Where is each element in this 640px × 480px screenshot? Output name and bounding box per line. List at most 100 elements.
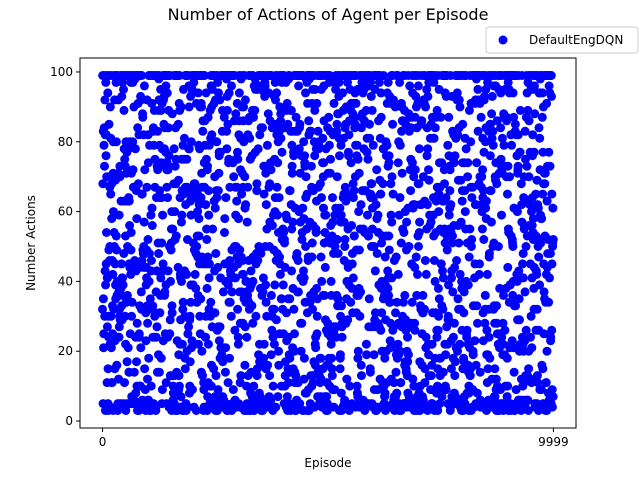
data-point [395, 77, 405, 87]
data-point [384, 290, 394, 300]
data-point [237, 189, 247, 199]
data-point [275, 252, 284, 262]
data-point [450, 371, 460, 381]
data-point [166, 276, 175, 286]
data-point [429, 133, 439, 143]
data-point [479, 235, 489, 244]
data-point [233, 147, 242, 157]
data-point [488, 140, 498, 150]
plot-frame [79, 57, 577, 429]
data-point [500, 325, 510, 335]
data-point [514, 294, 524, 304]
data-point [335, 203, 345, 213]
data-point [143, 235, 153, 244]
data-point [205, 259, 214, 269]
data-point [312, 311, 322, 321]
data-point [533, 378, 543, 388]
data-point [283, 119, 293, 129]
data-point [190, 269, 200, 279]
data-point [322, 392, 332, 402]
data-point [233, 304, 243, 314]
data-point [289, 304, 299, 314]
data-point [299, 374, 309, 384]
data-point [540, 168, 550, 178]
data-point [497, 210, 506, 220]
data-point [174, 381, 184, 391]
data-point [434, 311, 444, 321]
data-point [285, 186, 295, 196]
data-point [526, 311, 536, 321]
data-point [395, 193, 405, 203]
data-point [378, 179, 388, 189]
data-point [266, 350, 276, 360]
data-point [146, 381, 156, 391]
data-point [404, 242, 414, 251]
data-point [271, 95, 280, 105]
data-point [473, 318, 482, 328]
data-point [383, 266, 393, 276]
y-tick-label: 40 [58, 274, 73, 288]
data-point [487, 133, 497, 143]
data-point [306, 126, 316, 136]
data-point [329, 98, 339, 108]
data-point [114, 210, 124, 220]
data-point [447, 273, 456, 283]
data-point [202, 283, 212, 293]
data-point [515, 315, 524, 325]
data-point [146, 256, 156, 265]
data-point [389, 378, 399, 388]
data-point [498, 339, 508, 349]
data-point [118, 273, 128, 283]
data-point [98, 294, 108, 304]
data-point [263, 109, 273, 119]
data-point [194, 214, 204, 224]
data-point [475, 367, 485, 377]
data-point [221, 343, 231, 353]
data-point [225, 297, 235, 307]
data-point [464, 252, 474, 262]
data-point [351, 98, 361, 108]
y-tick-label: 20 [58, 344, 73, 358]
data-point [409, 381, 419, 391]
data-point [518, 273, 528, 283]
data-point [184, 102, 194, 112]
data-point [427, 339, 437, 349]
data-point [437, 392, 447, 402]
data-point [466, 137, 476, 147]
data-point [371, 200, 381, 210]
legend-marker-defaultengdqn [498, 35, 508, 45]
data-point [434, 207, 444, 217]
data-point [193, 88, 203, 98]
data-point [532, 371, 542, 381]
data-point [102, 228, 111, 237]
data-point [478, 165, 488, 175]
data-point [502, 353, 512, 363]
data-point [343, 315, 353, 325]
data-point [490, 364, 500, 374]
data-point [370, 266, 380, 276]
data-point [536, 385, 546, 395]
data-point [161, 378, 171, 388]
data-point [486, 217, 496, 227]
data-point [317, 193, 326, 203]
data-point [332, 235, 342, 244]
data-point [513, 130, 523, 140]
data-point [524, 116, 534, 126]
data-point [167, 308, 177, 318]
data-point [206, 381, 216, 391]
data-point [293, 256, 303, 265]
data-point [146, 210, 156, 220]
data-point [407, 297, 417, 307]
data-point [139, 81, 149, 91]
data-point [421, 102, 431, 112]
data-point [203, 161, 212, 171]
data-point [433, 406, 443, 415]
data-point [362, 350, 372, 360]
data-point [242, 332, 252, 342]
data-point [119, 105, 129, 115]
data-point [548, 235, 558, 244]
data-point [353, 154, 363, 164]
data-point [340, 235, 350, 244]
data-point [133, 123, 143, 133]
